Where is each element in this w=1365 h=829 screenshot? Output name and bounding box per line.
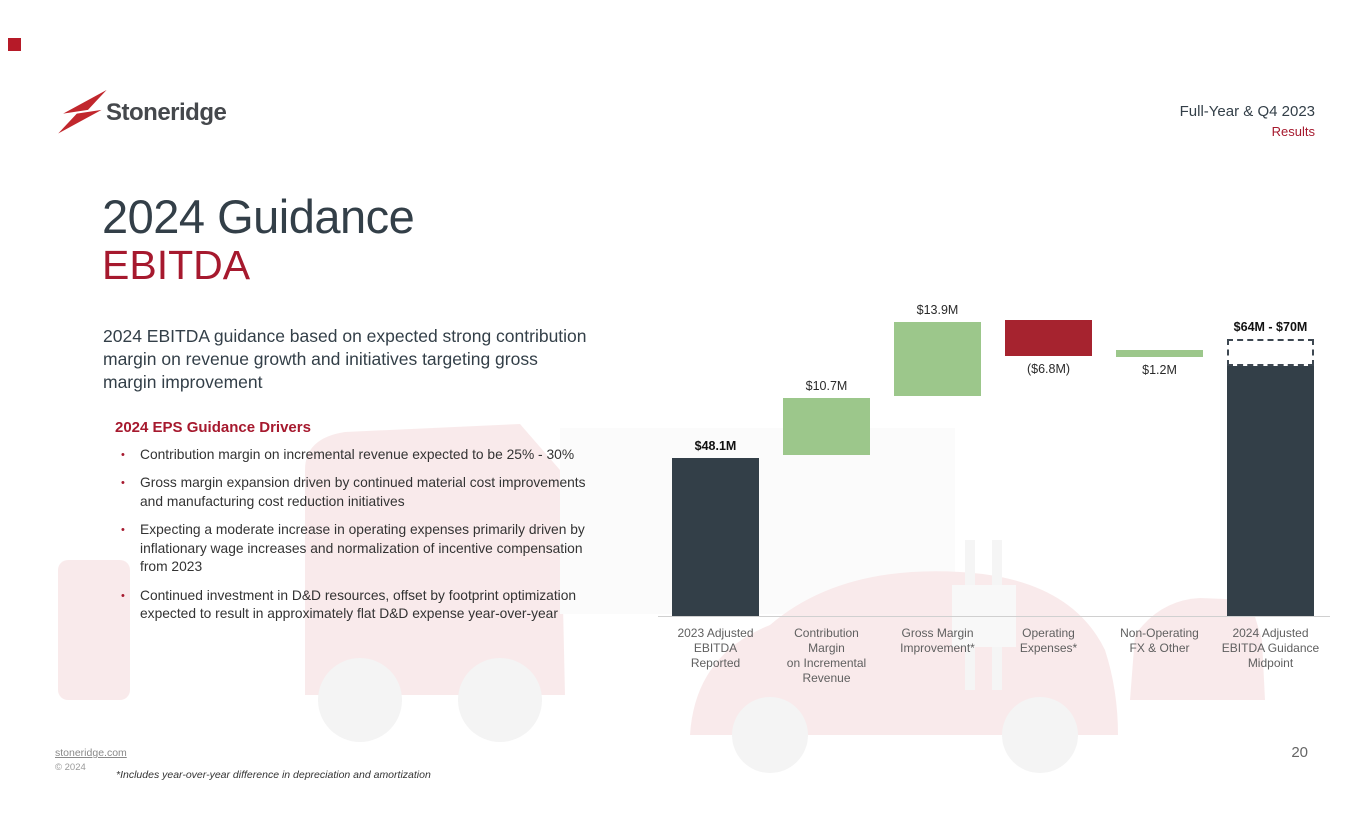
drivers-bullet-list: Contribution margin on incremental reven… [118,446,593,634]
bar-value-label: ($6.8M) [1026,362,1071,376]
category-label: 2023 Adjusted EBITDA Reported [677,626,754,670]
waterfall-bar-4 [1005,320,1092,356]
waterfall-bar-2 [783,398,870,455]
bullet-item: Continued investment in D&D resources, o… [118,587,593,624]
stoneridge-site-link[interactable]: stoneridge.com [55,747,127,759]
category-label: Non-Operating FX & Other [1120,626,1199,655]
category-label: 2024 Adjusted EBITDA Guidance Midpoint [1221,626,1320,670]
waterfall-bar-6 [1227,365,1314,616]
slide-title: 2024 Guidance EBITDA [102,190,415,288]
intro-paragraph: 2024 EBITDA guidance based on expected s… [103,326,587,392]
logo-wordmark: Stoneridge [106,99,227,126]
bar-value-label: $10.7M [805,379,848,393]
waterfall-bar-1 [672,458,759,616]
header-right: Full-Year & Q4 2023 Results [1180,103,1315,139]
bar-value-label: $1.2M [1142,363,1177,377]
waterfall-bar-3 [894,322,981,396]
guidance-range-dashed-box [1227,339,1314,366]
chart-baseline-axis [658,616,1330,617]
header-results-subtitle: Results [1271,124,1315,139]
chart-footnote: *Includes year-over-year difference in d… [116,769,431,781]
category-label: Operating Expenses* [1019,626,1078,655]
slide-title-sub: EBITDA [102,241,251,288]
drivers-heading: 2024 EPS Guidance Drivers [115,419,311,436]
corner-accent-square [8,38,21,51]
waterfall-bar-5 [1116,350,1203,357]
category-label: Gross Margin Improvement* [900,626,975,655]
bar-value-label: $48.1M [694,439,737,453]
category-label: Contribution Margin on Incremental Reven… [786,626,867,685]
page-number: 20 [1291,744,1308,761]
bar-value-label: $64M - $70M [1233,320,1308,334]
bar-value-label: $13.9M [916,303,959,317]
stoneridge-logo: Stoneridge [52,84,227,142]
stoneridge-swoosh-icon [58,90,107,134]
header-results-title: Full-Year & Q4 2023 [1179,103,1315,120]
copyright-text: © 2024 [55,762,86,773]
bullet-item: Contribution margin on incremental reven… [118,446,593,464]
slide-title-main: 2024 Guidance [102,190,415,243]
bullet-item: Gross margin expansion driven by continu… [118,474,593,511]
bullet-item: Expecting a moderate increase in operati… [118,521,593,576]
